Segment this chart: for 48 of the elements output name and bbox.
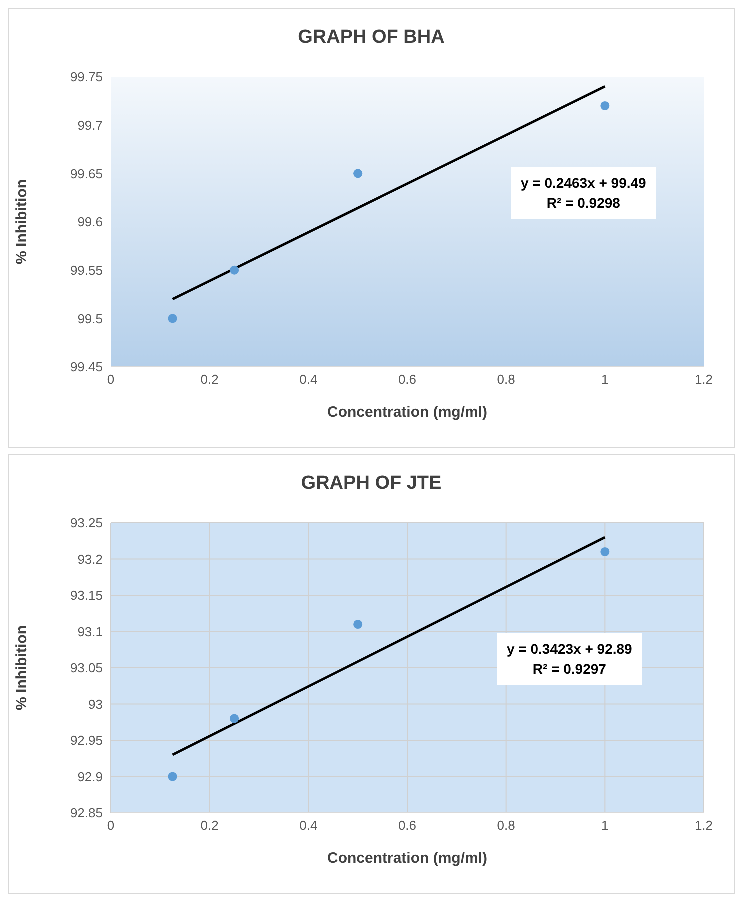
point <box>230 266 240 275</box>
y-tick-label: 99.5 <box>78 311 103 326</box>
x-tick-label: 0.6 <box>398 818 417 834</box>
x-axis-title: Concentration (mg/ml) <box>328 404 488 421</box>
x-axis-title: Concentration (mg/ml) <box>328 850 488 867</box>
point <box>168 314 178 324</box>
y-tick-label: 92.95 <box>70 733 103 748</box>
x-tick-label: 0 <box>107 818 115 834</box>
y-tick-label: 99.6 <box>78 214 103 230</box>
chart-title: GRAPH OF JTE <box>300 473 443 495</box>
x-tick-label: 0.4 <box>300 372 318 388</box>
y-tick-label: 93.15 <box>70 588 103 604</box>
point <box>354 620 363 630</box>
point <box>600 547 610 557</box>
y-tick-label: 99.65 <box>70 166 103 182</box>
y-tick-label: 99.45 <box>70 360 103 375</box>
x-tick-label: 0.4 <box>300 818 318 834</box>
y-tick-label: 99.7 <box>78 118 103 133</box>
x-tick-label: 0.8 <box>497 372 516 388</box>
y-tick-label: 93.25 <box>70 516 103 531</box>
y-tick-label: 92.85 <box>70 806 103 821</box>
point <box>354 169 363 178</box>
y-tick-label: 92.9 <box>78 769 103 784</box>
annotation: R² = 0.9298 <box>546 194 622 213</box>
y-axis-title: % Inhibition <box>13 180 30 264</box>
chart-title: GRAPH OF BHA <box>297 27 446 49</box>
y-tick-label: 93.05 <box>70 660 103 676</box>
x-tick-label: 1.2 <box>694 372 714 388</box>
x-tick-label: 0 <box>107 372 115 388</box>
annotation: R² = 0.9297 <box>532 660 608 679</box>
annotation: y = 0.2463x + 99.49 <box>521 174 646 193</box>
y-tick-label: 99.55 <box>70 262 103 278</box>
x-tick-label: 0.2 <box>200 372 219 388</box>
y-tick-label: 93.1 <box>78 624 103 640</box>
point <box>168 772 178 782</box>
x-tick-label: 0.8 <box>497 818 516 834</box>
x-tick-label: 1.2 <box>694 818 714 834</box>
x-tick-label: 0.6 <box>398 372 417 388</box>
x-tick-label: 0.2 <box>200 818 219 834</box>
y-tick-label: 93.2 <box>78 552 103 567</box>
x-tick-label: 1 <box>602 372 609 388</box>
y-axis-title: % Inhibition <box>13 626 30 710</box>
y-tick-label: 99.75 <box>70 70 103 85</box>
x-tick-label: 1 <box>602 818 609 834</box>
annotation: y = 0.3423x + 92.89 <box>507 640 632 659</box>
point <box>230 714 240 724</box>
point <box>600 101 610 111</box>
y-tick-label: 93 <box>88 696 103 712</box>
